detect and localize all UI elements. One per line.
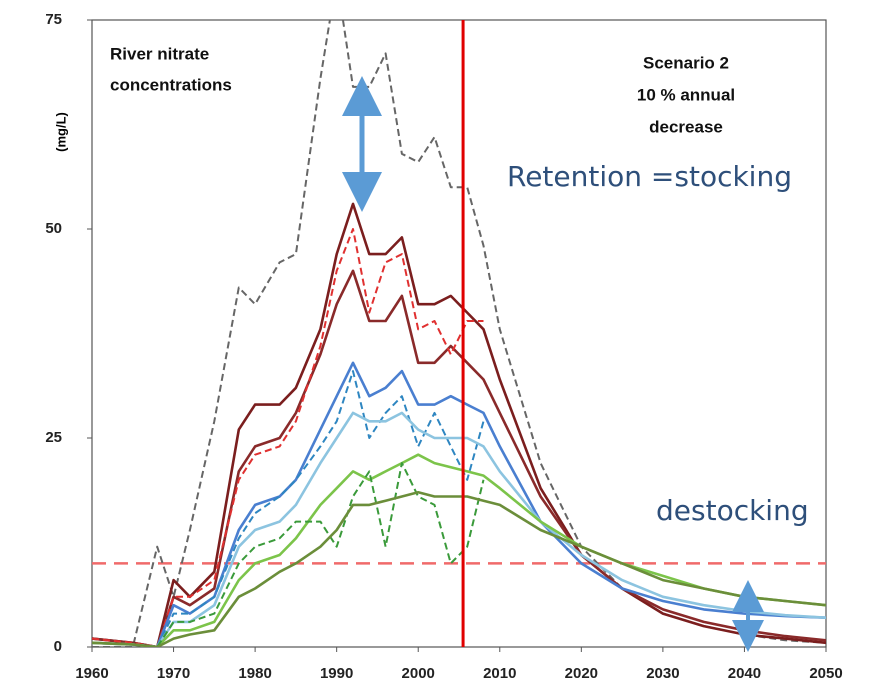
- annotation: Retention =stocking: [507, 160, 792, 193]
- x-tick-label: 2020: [565, 665, 598, 682]
- title-line: River nitrate: [110, 44, 209, 63]
- series-line: [92, 269, 826, 647]
- x-tick-label: 2030: [646, 665, 679, 682]
- scenario-line: Scenario 2: [643, 53, 729, 72]
- plot-frame: [91, 19, 827, 648]
- x-tick-label: 2040: [728, 665, 761, 682]
- x-tick-label: 2000: [402, 665, 435, 682]
- title-line: concentrations: [110, 75, 232, 94]
- y-tick-label: 75: [45, 11, 62, 28]
- y-axis-label: (mg/L): [53, 112, 68, 152]
- annotation: destocking: [656, 494, 809, 527]
- x-tick-label: 1980: [238, 665, 271, 682]
- y-tick-label: 50: [45, 220, 62, 237]
- series-line: [92, 411, 826, 647]
- y-tick-label: 25: [45, 429, 62, 446]
- series-line: [92, 462, 485, 647]
- series-line: [92, 370, 485, 647]
- x-tick-label: 2050: [809, 665, 842, 682]
- series-line: [92, 491, 826, 647]
- y-tick-label: 0: [54, 638, 62, 655]
- x-tick-label: 1960: [75, 665, 108, 682]
- series-line: [92, 228, 484, 647]
- plot-area: [92, 20, 826, 647]
- series-line: [92, 202, 826, 647]
- x-tick-label: 1970: [157, 665, 190, 682]
- x-tick-label: 2010: [483, 665, 516, 682]
- scenario-line: 10 % annual: [637, 85, 735, 104]
- x-tick-label: 1990: [320, 665, 353, 682]
- scenario-line: decrease: [649, 117, 723, 136]
